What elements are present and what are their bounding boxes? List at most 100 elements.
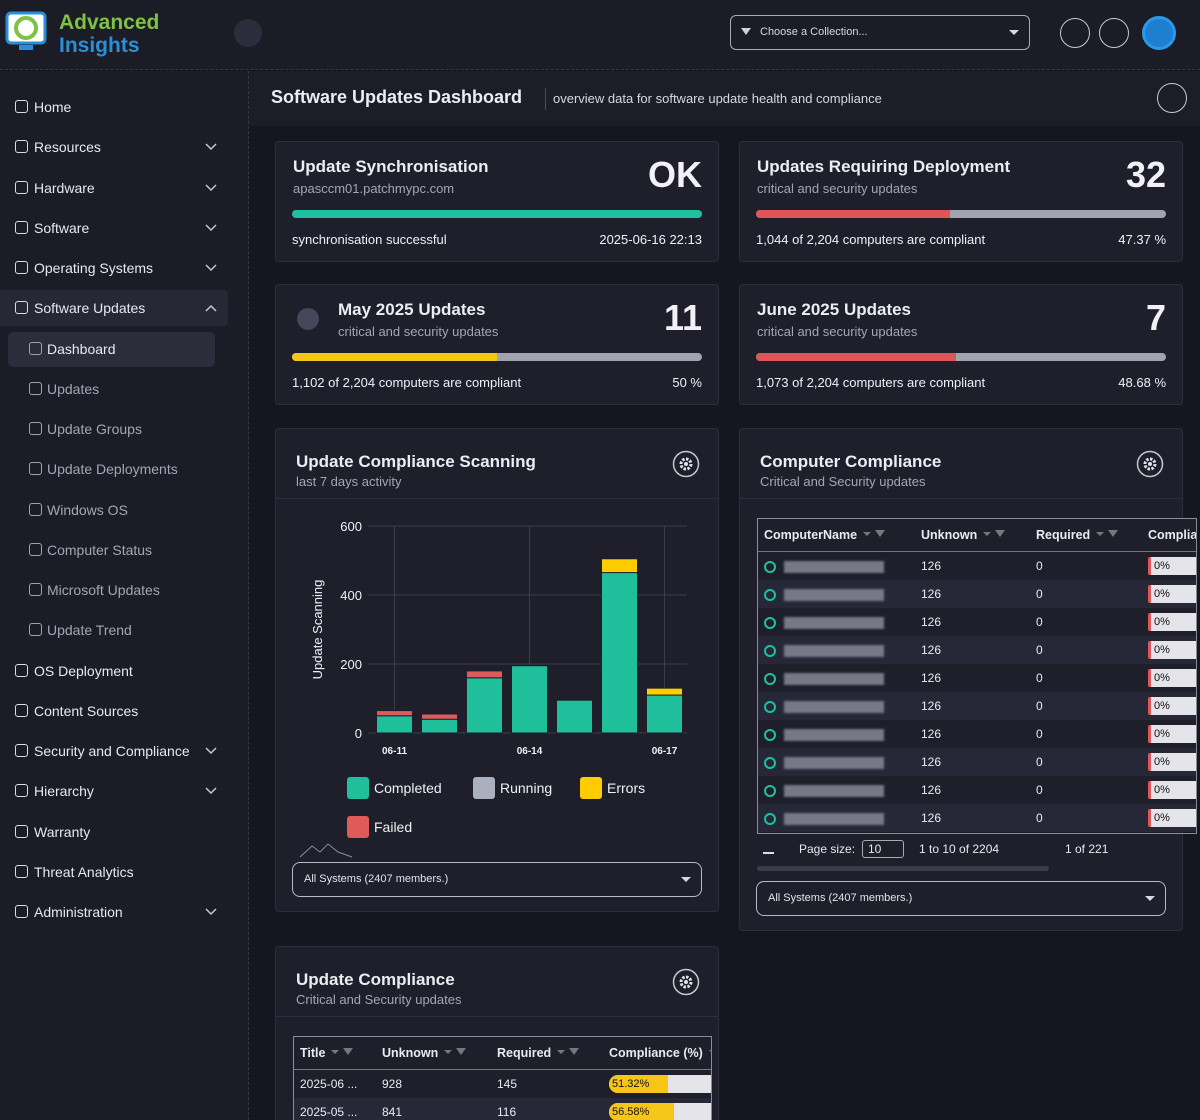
filter-icon bbox=[995, 529, 1006, 542]
settings-button[interactable] bbox=[672, 968, 700, 996]
required-cell: 0 bbox=[1036, 755, 1043, 769]
menu-item[interactable]: Home bbox=[0, 89, 248, 125]
column-header[interactable]: Title bbox=[294, 1037, 376, 1070]
submenu-item[interactable]: Update Trend bbox=[0, 612, 248, 648]
menu-icon bbox=[29, 542, 42, 556]
collection-select[interactable]: Choose a Collection... bbox=[730, 15, 1030, 50]
x-tick-label: 06-11 bbox=[382, 746, 407, 757]
submenu-item[interactable]: Computer Status bbox=[0, 532, 248, 568]
page-size-select[interactable]: 10 bbox=[862, 840, 904, 858]
menu-icon bbox=[29, 341, 42, 355]
column-header[interactable]: ComputerName bbox=[758, 519, 915, 552]
panel-title: Computer Compliance bbox=[760, 452, 942, 471]
download-button[interactable] bbox=[763, 843, 774, 854]
filter-select[interactable]: All Systems (2407 members.) bbox=[756, 881, 1166, 916]
scrollbar bbox=[757, 866, 1049, 871]
menu-item[interactable]: Content Sources bbox=[0, 693, 248, 729]
menu-label: Computer Status bbox=[47, 541, 153, 558]
redacted-name bbox=[784, 700, 884, 713]
theme-button[interactable] bbox=[1099, 18, 1129, 48]
unknown-cell: 126 bbox=[921, 587, 942, 601]
icon bbox=[5, 11, 47, 45]
computer-name bbox=[758, 608, 915, 636]
column-header[interactable]: Compliance bbox=[1142, 519, 1196, 552]
card-title: Updates Requiring Deployment bbox=[757, 157, 1011, 176]
settings-button[interactable] bbox=[1136, 450, 1164, 478]
settings-button[interactable] bbox=[672, 450, 700, 478]
table-row: 126 0 0% bbox=[758, 580, 1196, 608]
required-cell: 0 bbox=[1036, 671, 1043, 685]
menu-item[interactable]: Software Updates bbox=[0, 290, 248, 326]
status-icon bbox=[764, 756, 776, 769]
table-row: 2025-06 ... 928 145 51.32% bbox=[294, 1069, 711, 1098]
menu-item[interactable]: Hardware bbox=[0, 170, 248, 206]
column-header[interactable]: Required bbox=[491, 1037, 603, 1070]
unknown-cell: 126 bbox=[921, 559, 942, 573]
menu-item[interactable]: Operating Systems bbox=[0, 250, 248, 286]
unknown-cell: 126 bbox=[921, 699, 942, 713]
card-footer-left: 1,044 of 2,204 computers are compliant bbox=[756, 232, 986, 247]
menu-icon bbox=[15, 905, 28, 918]
submenu-item[interactable]: Update Groups bbox=[0, 411, 248, 447]
refresh-button[interactable] bbox=[1157, 83, 1187, 113]
menu-item[interactable]: Administration bbox=[0, 894, 248, 930]
card-value: 32 bbox=[1125, 154, 1166, 195]
bar-segment bbox=[646, 687, 683, 696]
submenu-item[interactable]: Update Deployments bbox=[0, 451, 248, 487]
search-button[interactable] bbox=[1060, 18, 1090, 48]
menu-item[interactable]: Software bbox=[0, 210, 248, 246]
compliance-cell: 0% bbox=[1142, 804, 1196, 832]
icon bbox=[1143, 457, 1157, 471]
redacted-name bbox=[784, 728, 884, 741]
menu-item[interactable]: Security and Compliance bbox=[0, 733, 248, 769]
menu-item[interactable]: Warranty bbox=[0, 814, 248, 850]
previous-button[interactable] bbox=[297, 308, 319, 330]
header-row: Title Unknown Required Compliance (%) bbox=[294, 1037, 711, 1070]
column-header[interactable]: Compliance (%) bbox=[603, 1037, 711, 1070]
menu-label: Content Sources bbox=[34, 702, 139, 719]
menu-icon bbox=[15, 744, 28, 757]
filter-icon bbox=[741, 28, 751, 40]
computer-name bbox=[758, 804, 915, 832]
submenu-item[interactable]: Updates bbox=[0, 371, 248, 407]
header-row: ComputerName Unknown Required Compliance bbox=[758, 519, 1196, 552]
menu-item[interactable]: Threat Analytics bbox=[0, 854, 248, 890]
redacted-name bbox=[784, 588, 884, 601]
decoration bbox=[299, 843, 353, 858]
collapse-button[interactable] bbox=[234, 19, 262, 47]
column-header[interactable]: Unknown bbox=[915, 519, 1030, 552]
filter-select[interactable]: All Systems (2407 members.) bbox=[292, 862, 702, 897]
computer-name bbox=[758, 636, 915, 664]
menu-label: Operating Systems bbox=[34, 260, 154, 276]
menu-item[interactable]: Hierarchy bbox=[0, 773, 248, 809]
menu-item[interactable]: OS Deployment bbox=[0, 653, 248, 689]
submenu-item[interactable]: Windows OS bbox=[0, 492, 248, 528]
card-subtitle: apasccm01.patchmypc.com bbox=[293, 181, 455, 196]
sort-icon bbox=[331, 1049, 340, 1058]
legend-label: Running bbox=[500, 780, 552, 796]
unknown-cell: 841 bbox=[382, 1105, 403, 1119]
computer-name bbox=[758, 580, 915, 608]
stat-card: Updates Requiring Deployment critical and… bbox=[739, 141, 1183, 262]
column-header[interactable]: Unknown bbox=[376, 1037, 491, 1070]
compliance-cell: 0% bbox=[1142, 552, 1196, 581]
compliance-bar: 0% bbox=[1148, 725, 1196, 743]
submenu-item[interactable]: Microsoft Updates bbox=[0, 572, 248, 608]
unknown-cell: 126 bbox=[921, 643, 942, 657]
menu-label: Hierarchy bbox=[34, 783, 94, 800]
brand: Advanced bbox=[59, 11, 160, 34]
user-avatar[interactable] bbox=[1142, 16, 1176, 50]
table-row: 126 0 0% bbox=[758, 804, 1196, 832]
panel-subtitle: last 7 days activity bbox=[296, 474, 402, 489]
computer-compliance-panel: Computer Compliance Critical and Security… bbox=[739, 428, 1197, 931]
stat-card: June 2025 Updates critical and security u… bbox=[739, 284, 1183, 405]
bar-segment bbox=[376, 715, 413, 734]
computer-name bbox=[758, 748, 915, 776]
card-footer-left: 1,073 of 2,204 computers are compliant bbox=[756, 375, 986, 390]
menu-item[interactable]: Resources bbox=[0, 129, 248, 165]
icon bbox=[684, 980, 688, 984]
submenu-item[interactable]: Dashboard bbox=[0, 331, 248, 367]
menu-label: Resources bbox=[34, 139, 101, 156]
status-icon bbox=[764, 588, 776, 601]
column-header[interactable]: Required bbox=[1030, 519, 1142, 552]
